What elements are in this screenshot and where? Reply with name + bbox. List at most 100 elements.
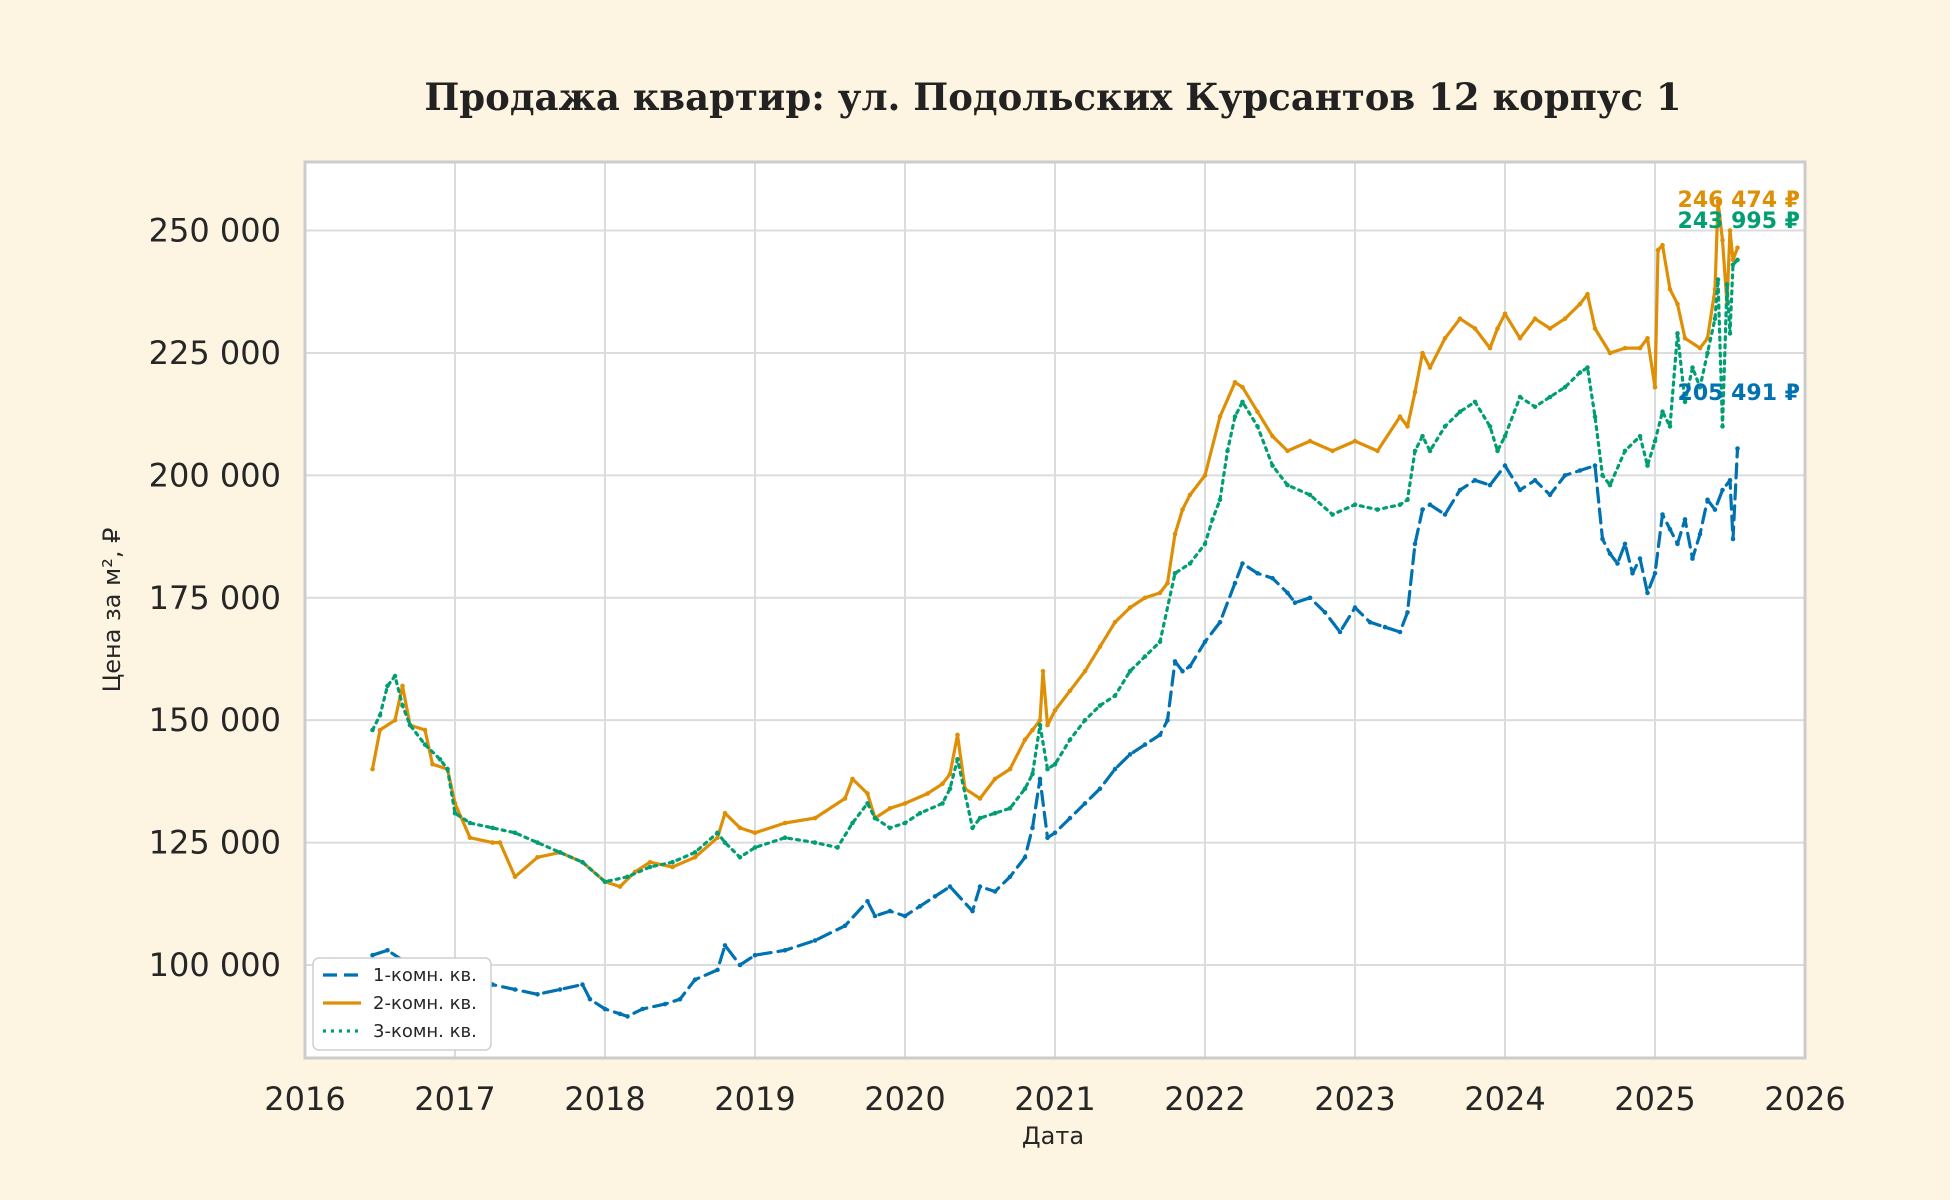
- series-1-point: [902, 913, 908, 919]
- x-axis: 2016 2017 2018 2019 2020 2021 2022 2023 2024 2025…: [264, 1080, 1845, 1118]
- series-3-point: [490, 825, 495, 831]
- series-1-point: [1157, 732, 1163, 738]
- series-2-point: [1427, 365, 1433, 370]
- series-1-point: [1412, 541, 1418, 547]
- chart-title: Продажа квартир: ул. Подольских Курсанто…: [424, 75, 1681, 119]
- series-3-point: [1225, 448, 1230, 454]
- series-1-point: [617, 1011, 623, 1017]
- series-2-point: [647, 859, 653, 865]
- series-2-point: [1165, 580, 1170, 586]
- series-2-point: [955, 732, 960, 738]
- series-1-point: [1082, 801, 1088, 806]
- y-tick-label: 175 000: [149, 579, 281, 617]
- series-3-point: [445, 766, 450, 772]
- y-tick-label: 250 000: [149, 212, 281, 250]
- series-3-point: [1660, 409, 1665, 415]
- series-3-point: [437, 757, 443, 762]
- series-2-point: [1030, 727, 1035, 733]
- series-3-point: [1712, 316, 1718, 322]
- series-1-point: [1172, 659, 1178, 664]
- series-3-point: [1600, 473, 1605, 478]
- x-tick-label: 2023: [1314, 1080, 1395, 1118]
- series-3-point: [1285, 482, 1290, 488]
- series-1-point: [970, 908, 975, 914]
- series-3-point: [1052, 761, 1058, 767]
- series-1-point: [782, 948, 788, 953]
- series-1-point: [1112, 766, 1118, 772]
- series-3-point: [1667, 424, 1673, 429]
- x-tick-label: 2025: [1614, 1080, 1695, 1118]
- series-1-point: [1727, 478, 1733, 483]
- series-2-point: [512, 874, 518, 880]
- series-2-point: [1637, 345, 1643, 351]
- series-3-point: [400, 703, 405, 708]
- series-3-point: [865, 801, 870, 806]
- series-2-point: [1495, 326, 1500, 331]
- series-3-point: [1495, 448, 1500, 454]
- series-2-point: [1502, 311, 1508, 317]
- series-2-point: [715, 835, 720, 840]
- legend-label-1: 1-комн. кв.: [373, 965, 477, 986]
- y-axis: 100 000 125 000 150 000 175 000 200 000 225 0…: [149, 212, 281, 984]
- series-1-point: [1532, 478, 1538, 483]
- series-2-point: [1735, 245, 1740, 251]
- series-2-point: [430, 761, 435, 767]
- series-1-point: [602, 1006, 608, 1012]
- series-1-point: [1097, 786, 1103, 791]
- series-2-point: [902, 801, 908, 806]
- series-3-point: [1405, 497, 1410, 503]
- x-tick-label: 2024: [1464, 1080, 1545, 1118]
- x-tick-label: 2026: [1764, 1080, 1845, 1118]
- series-1-point: [1690, 556, 1695, 561]
- series-2-point: [422, 727, 428, 733]
- series-2-point: [1577, 301, 1583, 307]
- series-2-point: [1202, 473, 1208, 478]
- series-2-point: [1655, 247, 1661, 253]
- series-3-point: [1532, 404, 1538, 410]
- series-1-point: [1705, 497, 1710, 503]
- series-3-point: [370, 727, 375, 733]
- series-2-point: [1727, 228, 1733, 233]
- series-3-point: [385, 683, 390, 689]
- series-2-end-label: 246 474 ₽: [1678, 188, 1800, 213]
- series-1-point: [1255, 571, 1260, 576]
- legend-label-2: 2-комн. кв.: [373, 993, 477, 1014]
- series-1-point: [1202, 639, 1208, 645]
- series-3-point: [1232, 414, 1238, 419]
- series-3-point: [1517, 394, 1523, 400]
- series-layer: [370, 198, 1740, 1019]
- end-labels: 205 491 ₽ 246 474 ₽243 995 ₽: [1678, 188, 1800, 406]
- series-2-point: [1097, 644, 1103, 649]
- series-3-point: [1240, 399, 1245, 405]
- series-2-point: [370, 766, 375, 772]
- series-3-point: [1067, 737, 1073, 742]
- series-3-point: [1592, 414, 1598, 419]
- series-2-point: [535, 855, 540, 860]
- series-3-point: [670, 859, 675, 865]
- series-3-point: [1562, 384, 1568, 390]
- series-1-point: [677, 996, 683, 1002]
- series-3-point: [940, 801, 945, 806]
- series-1-point: [1562, 473, 1568, 478]
- series-1-point: [587, 996, 593, 1002]
- y-tick-label: 150 000: [149, 701, 281, 739]
- series-3-point: [1375, 507, 1380, 512]
- series-1-point: [1472, 478, 1478, 483]
- series-1-point: [1367, 619, 1373, 625]
- x-axis-label: Дата: [1022, 1122, 1084, 1150]
- series-3-point: [887, 825, 893, 831]
- series-2-point: [467, 835, 473, 840]
- series-2-point: [377, 727, 383, 733]
- series-3-point: [970, 825, 975, 831]
- series-2-point: [1607, 350, 1613, 356]
- series-3-point: [1142, 654, 1148, 659]
- series-1-point: [1730, 536, 1736, 542]
- series-2-point: [925, 791, 930, 796]
- series-2-point: [1232, 380, 1238, 385]
- series-1-point: [557, 987, 563, 992]
- series-2-point: [1352, 438, 1358, 444]
- series-3-point: [422, 742, 428, 747]
- series-1-point: [692, 977, 698, 982]
- legend: 1-комн. кв. 2-комн. кв. 3-комн. кв.: [312, 957, 492, 1051]
- x-tick-label: 2021: [1014, 1080, 1095, 1118]
